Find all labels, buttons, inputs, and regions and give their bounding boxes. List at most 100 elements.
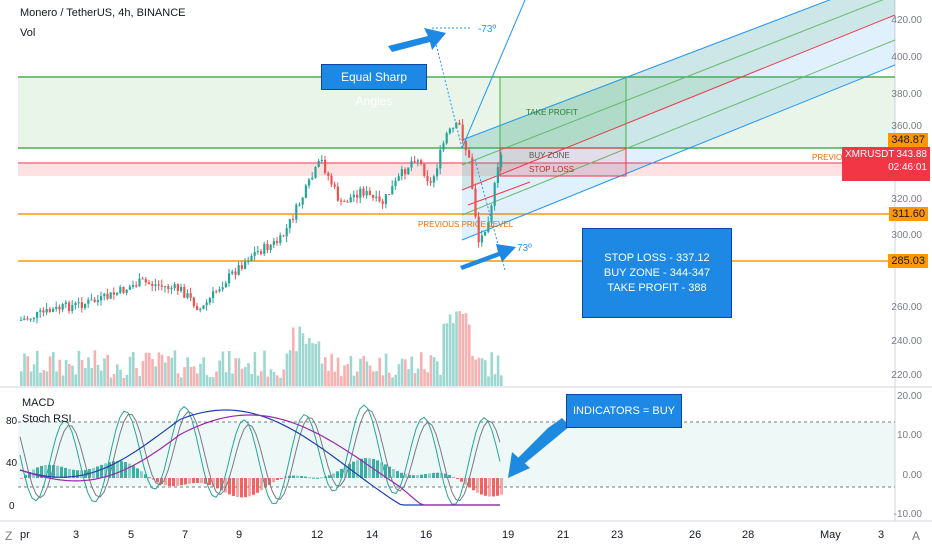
candle-body[interactable]	[388, 194, 391, 196]
candle-body[interactable]	[404, 169, 407, 175]
candle-body[interactable]	[128, 286, 131, 290]
candle-body[interactable]	[260, 251, 263, 254]
candle-body[interactable]	[180, 287, 183, 291]
candle-body[interactable]	[448, 128, 451, 134]
candle-body[interactable]	[429, 181, 432, 183]
candle-body[interactable]	[221, 287, 224, 290]
candle-body[interactable]	[122, 287, 125, 293]
candle-body[interactable]	[20, 319, 23, 321]
candle-body[interactable]	[234, 271, 237, 275]
candle-body[interactable]	[493, 182, 496, 206]
candle-body[interactable]	[298, 204, 301, 206]
candle-body[interactable]	[170, 288, 173, 290]
candle-body[interactable]	[183, 287, 186, 298]
candle-body[interactable]	[119, 287, 122, 293]
candle-body[interactable]	[407, 167, 410, 175]
candle-body[interactable]	[346, 201, 349, 203]
candle-body[interactable]	[164, 286, 167, 288]
candle-body[interactable]	[333, 184, 336, 187]
candle-body[interactable]	[52, 308, 55, 312]
candle-body[interactable]	[480, 235, 483, 243]
candle-body[interactable]	[212, 291, 215, 299]
candle-body[interactable]	[455, 122, 458, 129]
candle-body[interactable]	[218, 289, 221, 292]
candle-body[interactable]	[311, 177, 314, 180]
candle-body[interactable]	[320, 159, 323, 161]
zoom-corner-button[interactable]: Z	[5, 529, 13, 543]
candle-body[interactable]	[100, 296, 103, 301]
candle-body[interactable]	[186, 293, 189, 298]
candle-body[interactable]	[192, 297, 195, 307]
volume-label[interactable]: Vol	[20, 27, 36, 39]
candle-body[interactable]	[32, 317, 35, 319]
candle-body[interactable]	[490, 205, 493, 223]
candle-body[interactable]	[58, 306, 61, 310]
candle-body[interactable]	[477, 216, 480, 243]
candle-body[interactable]	[103, 293, 106, 297]
candle-body[interactable]	[263, 243, 266, 254]
candle-body[interactable]	[266, 243, 269, 250]
candle-body[interactable]	[135, 285, 138, 287]
candle-body[interactable]	[154, 284, 157, 286]
candle-body[interactable]	[199, 309, 202, 311]
candle-body[interactable]	[42, 310, 45, 313]
candle-body[interactable]	[368, 190, 371, 196]
candle-body[interactable]	[496, 167, 499, 183]
candle-body[interactable]	[39, 310, 42, 312]
candle-body[interactable]	[276, 241, 279, 243]
position-loss-box[interactable]	[499, 147, 627, 177]
candle-body[interactable]	[205, 302, 208, 306]
candle-body[interactable]	[80, 302, 83, 309]
candle-body[interactable]	[314, 167, 317, 178]
candle-body[interactable]	[269, 244, 272, 250]
candle-body[interactable]	[327, 172, 330, 176]
candle-body[interactable]	[458, 122, 461, 125]
candle-body[interactable]	[471, 157, 474, 189]
candle-body[interactable]	[372, 195, 375, 198]
candle-body[interactable]	[282, 235, 285, 237]
candle-body[interactable]	[330, 175, 333, 185]
stoch-rsi-label[interactable]: Stoch RSI	[22, 413, 72, 425]
candle-body[interactable]	[189, 293, 192, 298]
candle-body[interactable]	[317, 160, 320, 168]
candle-body[interactable]	[340, 200, 343, 202]
candle-body[interactable]	[324, 159, 327, 173]
candle-body[interactable]	[416, 160, 419, 162]
candle-body[interactable]	[464, 141, 467, 151]
candle-body[interactable]	[349, 197, 352, 203]
candle-body[interactable]	[84, 303, 87, 309]
candle-body[interactable]	[397, 176, 400, 181]
candle-body[interactable]	[106, 293, 109, 299]
candle-body[interactable]	[247, 261, 250, 263]
candle-body[interactable]	[288, 219, 291, 229]
candle-body[interactable]	[381, 201, 384, 204]
candle-body[interactable]	[484, 231, 487, 236]
candle-body[interactable]	[55, 306, 58, 309]
candle-body[interactable]	[352, 194, 355, 198]
candle-body[interactable]	[468, 150, 471, 158]
candle-body[interactable]	[125, 289, 128, 293]
candle-body[interactable]	[394, 180, 397, 187]
candle-body[interactable]	[413, 161, 416, 163]
candle-body[interactable]	[426, 175, 429, 182]
candle-body[interactable]	[112, 292, 115, 295]
candle-body[interactable]	[487, 222, 490, 232]
candle-body[interactable]	[461, 124, 464, 142]
candle-body[interactable]	[77, 302, 80, 304]
candle-body[interactable]	[68, 302, 71, 311]
candle-body[interactable]	[224, 283, 227, 288]
candle-body[interactable]	[244, 261, 247, 269]
candle-body[interactable]	[420, 160, 423, 164]
candle-body[interactable]	[167, 286, 170, 289]
candle-body[interactable]	[256, 251, 259, 253]
candle-body[interactable]	[365, 190, 368, 196]
candle-body[interactable]	[308, 179, 311, 186]
candle-body[interactable]	[362, 188, 365, 196]
candle-body[interactable]	[26, 318, 29, 320]
candle-body[interactable]	[215, 291, 218, 293]
candlesticks[interactable]	[20, 118, 503, 324]
fib-channel[interactable]	[462, 0, 895, 240]
candle-body[interactable]	[74, 302, 77, 306]
